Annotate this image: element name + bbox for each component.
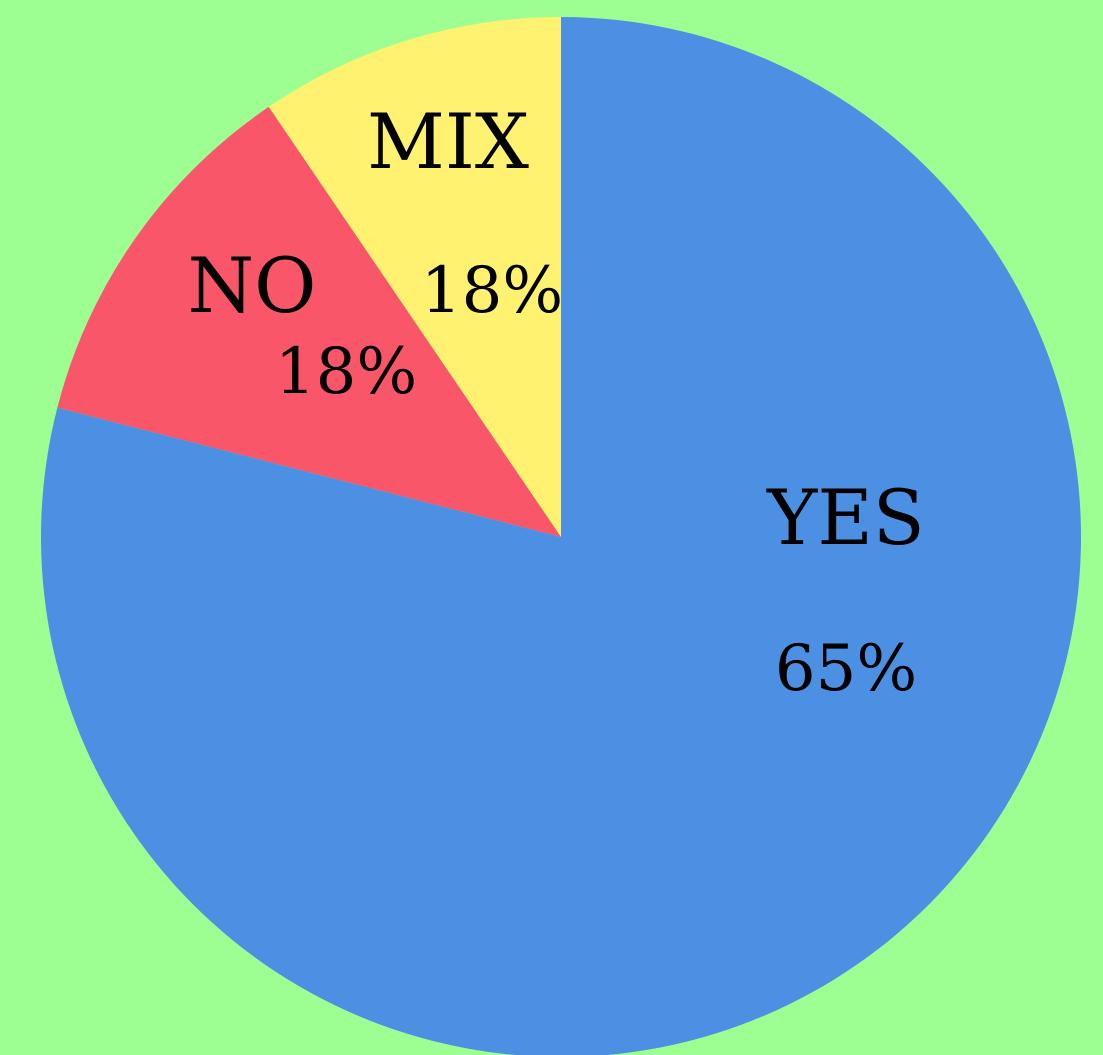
slice-label-no: NO	[188, 241, 317, 330]
pie-slice-mix	[268, 17, 561, 537]
pie-slice-no	[57, 106, 561, 538]
slice-label-yes: YES	[766, 473, 925, 562]
slice-value-mix: 18%	[421, 254, 563, 328]
slice-value-yes: 65%	[775, 632, 917, 706]
pie-labels: MIX 18% NO 18% YES 65%	[188, 97, 925, 706]
pie-slices	[41, 17, 1081, 1055]
slice-value-no: 18%	[275, 335, 417, 409]
pie-slice-yes	[41, 17, 1081, 1055]
slice-label-mix: MIX	[367, 97, 529, 186]
